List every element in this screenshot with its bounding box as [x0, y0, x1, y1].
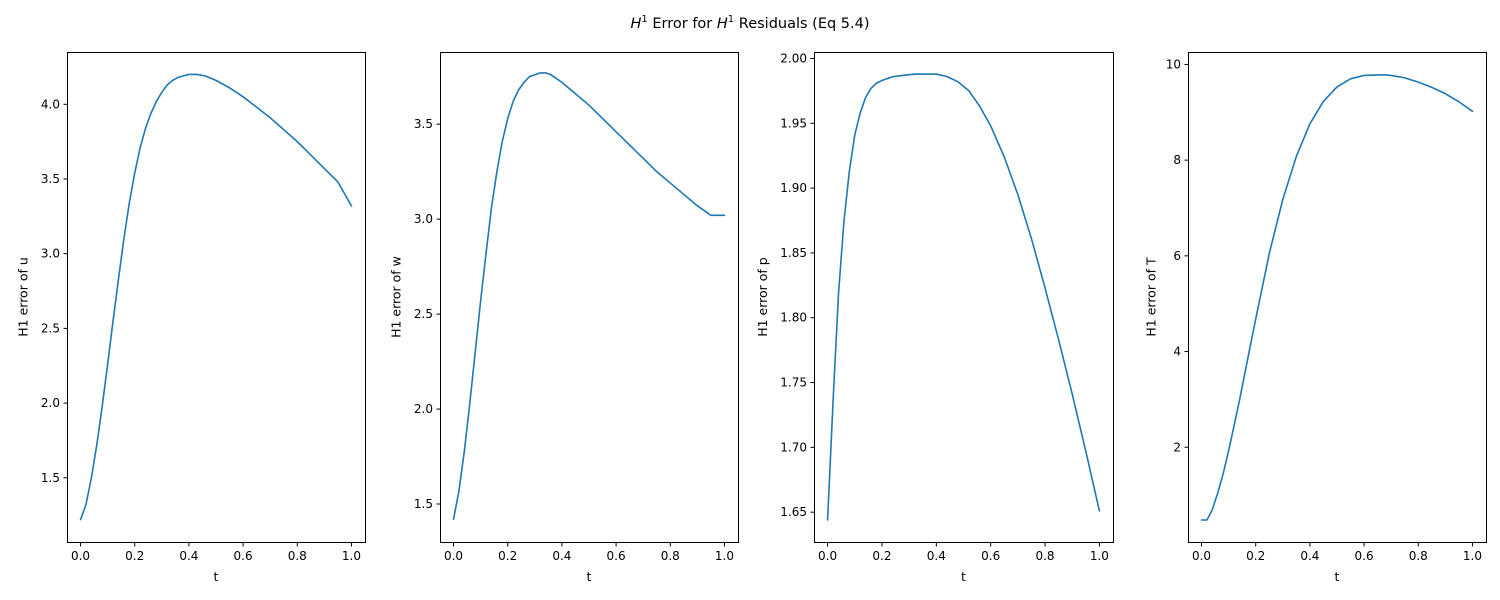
- series-line-p: [826, 73, 1101, 521]
- axes-frame-T: [1188, 52, 1487, 543]
- y-tick-label-T: 6: [1173, 249, 1181, 263]
- x-tick-label-p: 0.4: [927, 549, 946, 563]
- x-tick-label-w: 0.6: [607, 549, 626, 563]
- x-tick-label-u: 0.2: [125, 549, 144, 563]
- x-tick-label-T: 0.0: [1192, 549, 1211, 563]
- x-tick-label-p: 0.8: [1035, 549, 1054, 563]
- y-tick-label-u: 2.5: [41, 321, 60, 335]
- x-tick-label-w: 0.2: [498, 549, 517, 563]
- y-tick-label-u: 3.0: [41, 247, 60, 261]
- figure-title: H1 Error for H1 Residuals (Eq 5.4): [630, 14, 869, 32]
- y-tick-label-p: 1.90: [780, 181, 807, 195]
- y-tick-label-T: 8: [1173, 153, 1181, 167]
- y-tick-label-p: 1.85: [780, 246, 807, 260]
- y-axis-label-w: H1 error of w: [388, 256, 403, 338]
- y-tick-label-w: 2.0: [414, 402, 433, 416]
- series-line-T: [1200, 74, 1474, 521]
- x-axis-label-u: t: [214, 569, 219, 584]
- x-tick-label-w: 0.4: [552, 549, 571, 563]
- y-tick-label-T: 4: [1173, 345, 1181, 359]
- axes-frame-p: [814, 52, 1114, 543]
- x-tick-label-T: 0.4: [1300, 549, 1319, 563]
- y-tick-label-p: 1.75: [780, 376, 807, 390]
- x-tick-label-p: 0.2: [872, 549, 891, 563]
- subplot-u: 0.0 0.2 0.4 0.6 0.8 1.0 1.5 2.0 2.5 3.0 3.5 4.0 t H1 …: [15, 52, 366, 584]
- x-tick-label-T: 1.0: [1463, 549, 1482, 563]
- x-tick-label-u: 0.6: [234, 549, 253, 563]
- x-tick-label-p: 0.0: [818, 549, 837, 563]
- x-tick-label-w: 0.8: [661, 549, 680, 563]
- y-tick-label-w: 1.5: [414, 497, 433, 511]
- x-axis-label-p: t: [961, 569, 966, 584]
- x-axis-label-w: t: [587, 569, 592, 584]
- x-tick-label-u: 0.8: [288, 549, 307, 563]
- x-tick-label-u: 1.0: [342, 549, 361, 563]
- x-tick-label-w: 0.0: [444, 549, 463, 563]
- y-tick-label-T: 10: [1166, 57, 1181, 71]
- y-tick-label-u: 1.5: [41, 471, 60, 485]
- x-tick-label-p: 0.6: [981, 549, 1000, 563]
- y-axis-label-p: H1 error of p: [755, 257, 770, 337]
- y-tick-label-p: 1.65: [780, 505, 807, 519]
- y-axis-label-T: H1 error of T: [1144, 257, 1159, 337]
- subplot-T: 0.0 0.2 0.4 0.6 0.8 1.0 2 4 6 8 10 t H1 error of T: [1144, 52, 1487, 584]
- y-tick-label-p: 1.80: [780, 311, 807, 325]
- x-tick-label-w: 1.0: [715, 549, 734, 563]
- y-tick-label-w: 2.5: [414, 307, 433, 321]
- subplot-w: 0.0 0.2 0.4 0.6 0.8 1.0 1.5 2.0 2.5 3.0 3.5 t H1 err…: [388, 52, 739, 584]
- x-tick-label-p: 1.0: [1090, 549, 1109, 563]
- subplot-p: 0.0 0.2 0.4 0.6 0.8 1.0 1.65 1.70 1.75 1.80 1.85 1.…: [755, 51, 1114, 584]
- series-line-u: [79, 73, 353, 521]
- x-tick-label-u: 0.4: [179, 549, 198, 563]
- y-tick-label-p: 1.95: [780, 116, 807, 130]
- y-tick-label-w: 3.5: [414, 117, 433, 131]
- y-tick-label-u: 4.0: [41, 97, 60, 111]
- y-tick-label-u: 3.5: [41, 172, 60, 186]
- x-tick-label-T: 0.6: [1355, 549, 1374, 563]
- axes-frame-w: [440, 52, 739, 543]
- x-tick-label-T: 0.2: [1246, 549, 1265, 563]
- axes-frame-u: [67, 52, 366, 543]
- y-axis-label-u: H1 error of u: [15, 257, 30, 337]
- series-line-w: [452, 72, 726, 521]
- x-axis-label-T: t: [1335, 569, 1340, 584]
- y-tick-label-T: 2: [1173, 440, 1181, 454]
- y-tick-label-u: 2.0: [41, 396, 60, 410]
- y-tick-label-p: 2.00: [780, 51, 807, 65]
- x-tick-label-u: 0.0: [71, 549, 90, 563]
- y-tick-label-p: 1.70: [780, 440, 807, 454]
- x-tick-label-T: 0.8: [1409, 549, 1428, 563]
- y-tick-label-w: 3.0: [414, 212, 433, 226]
